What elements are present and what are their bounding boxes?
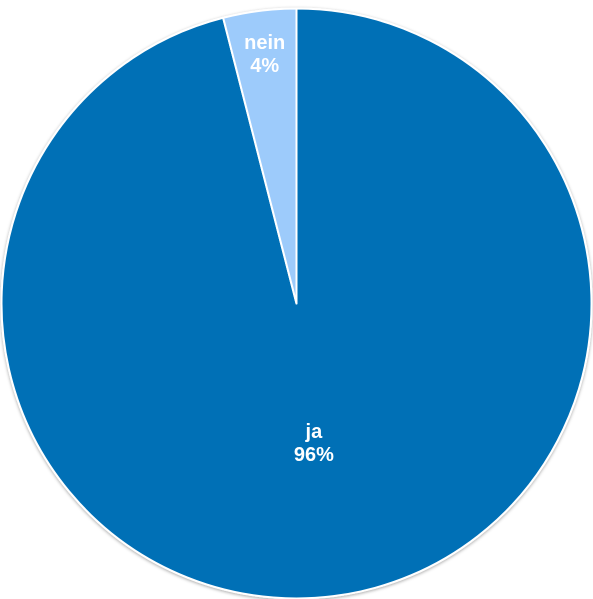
slice-category-label-ja: ja — [305, 421, 324, 443]
slice-category-label-nein: nein — [244, 32, 285, 54]
slice-value-label-nein: 4% — [250, 55, 279, 77]
pie-slice-nein — [222, 7, 298, 305]
pie-slices — [0, 7, 593, 599]
slice-value-label-ja: 96% — [294, 444, 334, 466]
